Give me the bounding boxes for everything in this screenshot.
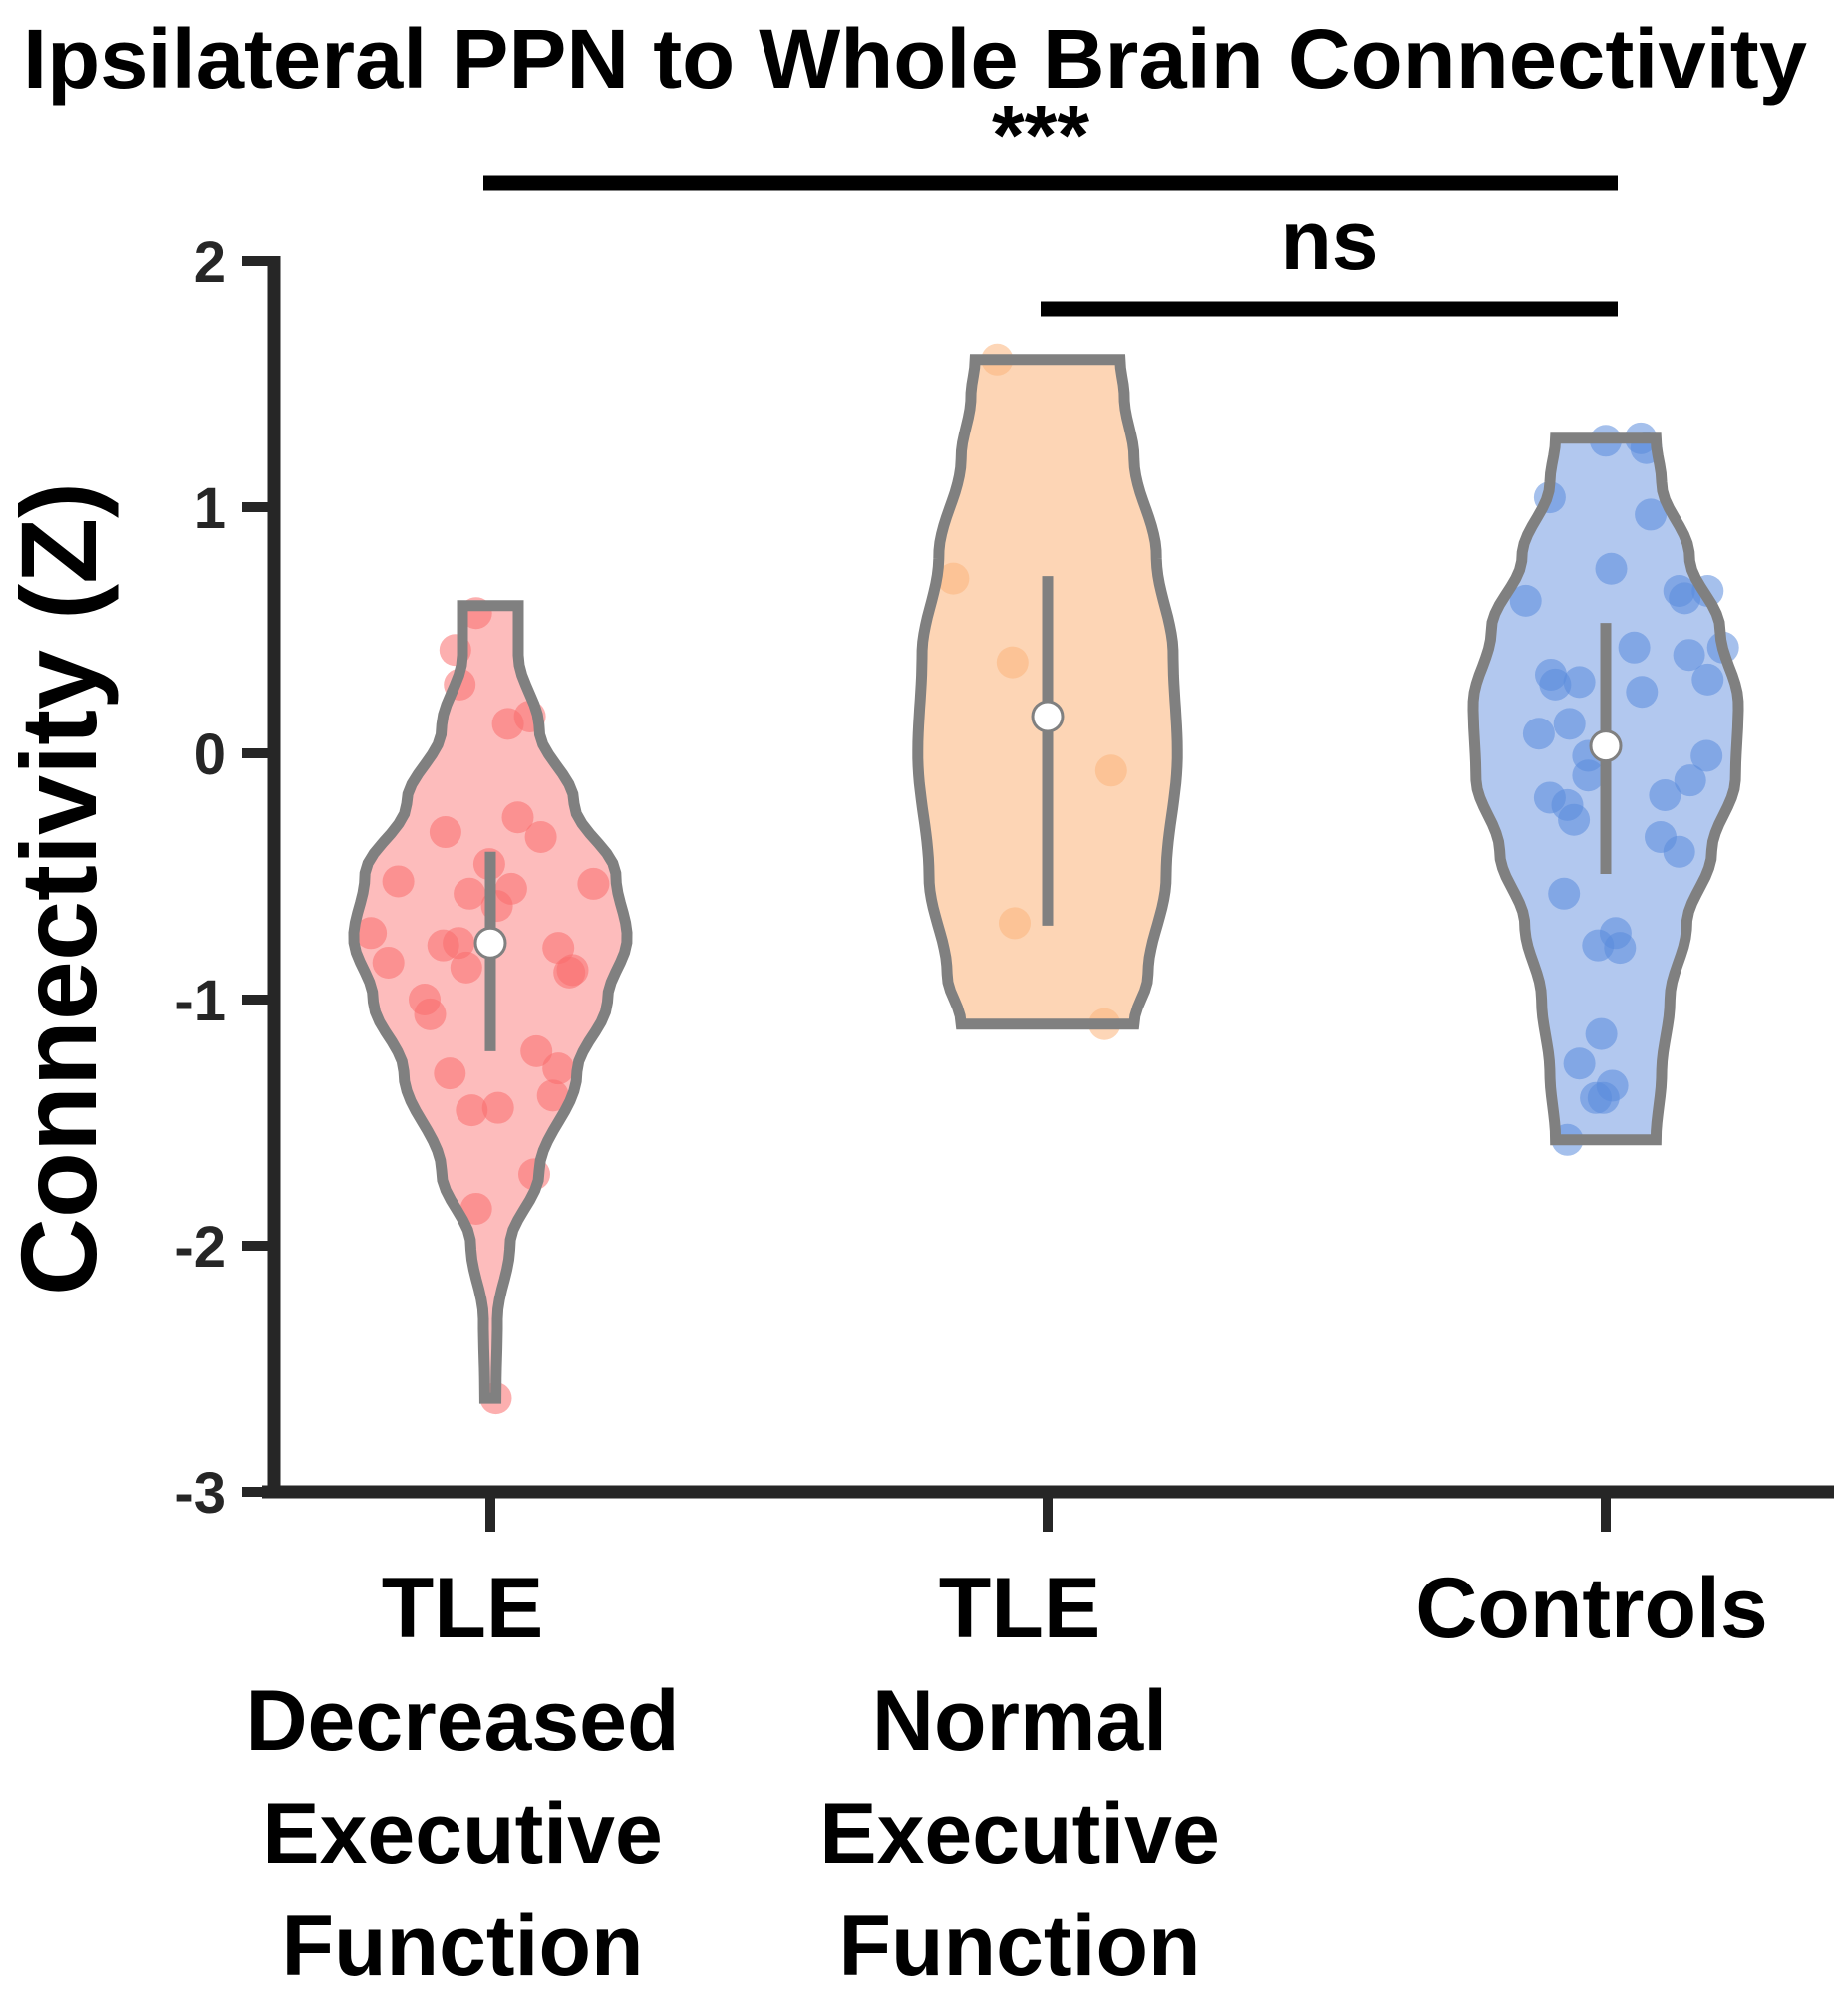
x-tick-label-line: TLE (382, 1561, 543, 1656)
data-point (1587, 1081, 1620, 1114)
y-tick-label: -1 (174, 969, 226, 1033)
x-tick-label-line: Executive (819, 1786, 1220, 1881)
y-tick-label: 2 (194, 230, 226, 295)
median-marker (473, 926, 507, 960)
data-point (429, 816, 461, 849)
data-point (999, 907, 1031, 940)
data-point (456, 1094, 488, 1127)
data-point (1595, 552, 1628, 585)
data-point (1691, 663, 1724, 696)
significance-layer: *** ns (483, 88, 1618, 317)
data-point (553, 956, 586, 989)
data-point (996, 646, 1029, 679)
data-point (372, 946, 405, 979)
data-point (1635, 498, 1668, 531)
violin-group (1467, 422, 1744, 1156)
violin-group (912, 343, 1183, 1040)
data-point (520, 1034, 553, 1067)
data-point (443, 927, 475, 960)
data-point (454, 877, 486, 910)
data-point (1558, 803, 1591, 836)
data-point (450, 951, 482, 984)
y-axis-label: Connectivity (Z) (0, 482, 119, 1296)
data-point (1539, 668, 1572, 701)
data-point (1674, 764, 1706, 797)
x-tick-label: Controls (1415, 1561, 1768, 1656)
chart-title: Ipsilateral PPN to Whole Brain Connectiv… (23, 12, 1807, 106)
data-point (382, 865, 415, 898)
data-point (434, 1057, 466, 1090)
data-point (1563, 666, 1596, 699)
data-point (536, 1079, 569, 1112)
data-point (1094, 754, 1127, 787)
data-point (1563, 1047, 1596, 1080)
data-point (1509, 584, 1542, 617)
data-point (1553, 708, 1586, 740)
data-point (355, 917, 388, 950)
data-point (1673, 639, 1705, 672)
x-tick-label-line: TLE (939, 1561, 1100, 1656)
data-point (1522, 718, 1555, 750)
x-tick-label-line: Controls (1415, 1561, 1768, 1656)
x-tick-label-line: Function (838, 1898, 1200, 1994)
data-point (1626, 676, 1659, 709)
data-point (1572, 759, 1605, 792)
x-tick-label-line: Function (281, 1898, 643, 1994)
violin-outline (348, 600, 633, 1404)
data-point (1649, 778, 1681, 811)
data-point (481, 1091, 514, 1124)
violin-group (348, 597, 633, 1415)
data-point (1690, 739, 1723, 772)
data-point (459, 1192, 492, 1225)
violin-outline (912, 354, 1183, 1030)
x-tick-label-line: Decreased (245, 1673, 679, 1769)
data-point (1618, 631, 1651, 664)
y-tick-label: 0 (194, 722, 226, 787)
y-tick-label: -2 (174, 1215, 226, 1280)
data-point (501, 801, 534, 834)
data-point (414, 998, 447, 1030)
data-point (524, 820, 557, 853)
x-tick-label-line: Executive (262, 1786, 663, 1881)
data-point (1604, 932, 1637, 965)
violin-outline (1467, 432, 1744, 1146)
data-point (937, 562, 970, 595)
x-tick-label-line: Normal (872, 1673, 1167, 1769)
x-tick-label: TLE Normal Executive Function (819, 1561, 1220, 1994)
significance-label: *** (992, 88, 1089, 181)
data-point (1663, 835, 1695, 868)
significance-label: ns (1280, 193, 1377, 287)
data-point (577, 867, 610, 900)
data-point (1548, 877, 1581, 910)
data-point (1585, 1017, 1618, 1050)
data-point (542, 1052, 575, 1085)
median-marker (1031, 700, 1065, 733)
x-tick-label: TLE Decreased Executive Function (245, 1561, 679, 1994)
y-tick-label: 1 (194, 476, 226, 541)
y-tick-label: -3 (174, 1461, 226, 1526)
median-marker (1589, 729, 1623, 763)
violins-layer (348, 343, 1744, 1415)
